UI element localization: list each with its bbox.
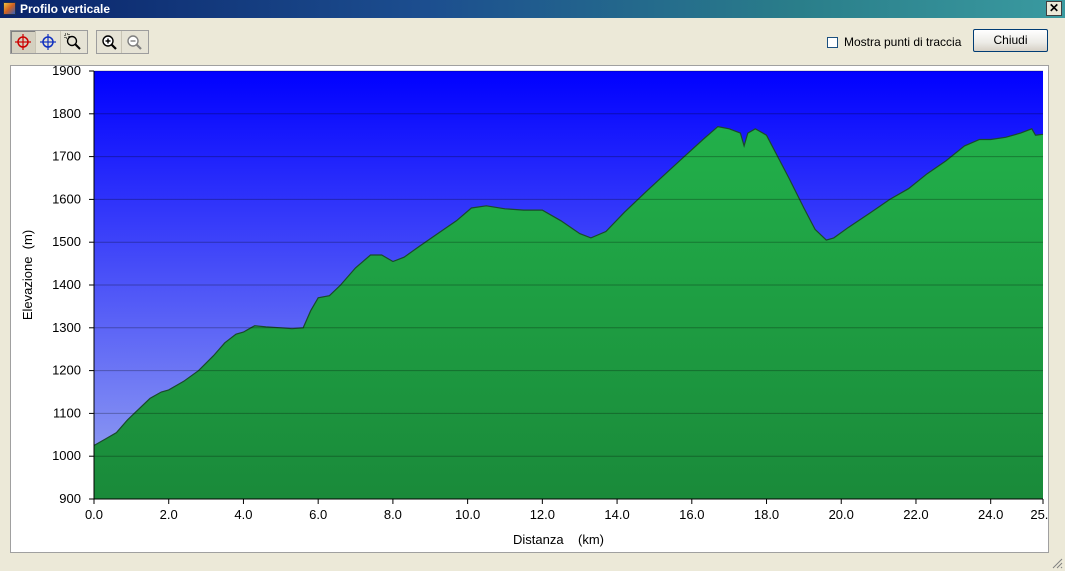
y-tick-label: 1100 <box>53 405 81 420</box>
elevation-line <box>93 125 1044 447</box>
resize-grip-icon[interactable] <box>1051 557 1063 569</box>
status-bar <box>0 555 1065 571</box>
show-track-points-label: Mostra punti di traccia <box>844 35 962 49</box>
elevation-profile-chart: 900 1000 1100 1200 1300 1400 1500 1600 1700 1800 1… <box>20 66 1048 547</box>
title-bar: Profilo verticale ✕ <box>0 0 1065 18</box>
crosshair-red-button[interactable] <box>11 31 36 53</box>
crosshair-blue-button[interactable] <box>36 31 61 53</box>
zoom-out-icon <box>127 35 142 50</box>
y-tick-label: 1400 <box>52 277 81 292</box>
x-tick-label: 24.0 <box>978 507 1003 522</box>
x-tick-label: 16.0 <box>679 507 704 522</box>
y-tick-label: 1200 <box>52 363 81 378</box>
y-tick-label: 900 <box>59 491 81 506</box>
x-tick-label: 10.0 <box>455 507 480 522</box>
zoom-out-button[interactable] <box>122 31 146 53</box>
x-tick-label: 18.0 <box>754 507 779 522</box>
show-track-points-checkbox[interactable] <box>827 36 838 48</box>
y-tick-label: 1800 <box>52 106 81 121</box>
zoom-region-icon <box>64 33 81 50</box>
zoom-in-button[interactable] <box>97 31 122 53</box>
x-tick-label: 25.4 <box>1030 507 1048 522</box>
y-axis-label: Elevazione (m) <box>20 230 35 320</box>
x-tick-label: 4.0 <box>234 507 252 522</box>
close-button[interactable]: Chiudi <box>973 29 1048 52</box>
zoom-in-icon <box>102 35 117 50</box>
crosshair-blue-icon <box>40 34 56 50</box>
elevation-chart-panel: 900 1000 1100 1200 1300 1400 1500 1600 1700 1800 1… <box>10 65 1049 553</box>
x-tick-label: 8.0 <box>384 507 402 522</box>
y-tick-label: 1500 <box>52 234 81 249</box>
window-title: Profilo verticale <box>20 2 111 16</box>
y-tick-label: 1900 <box>52 66 81 78</box>
y-tick-label: 1300 <box>52 320 81 335</box>
x-tick-label: 22.0 <box>903 507 928 522</box>
y-tick-label: 1600 <box>52 191 81 206</box>
tool-group-zoom <box>96 30 149 54</box>
y-tick-label: 1000 <box>52 448 81 463</box>
x-tick-label: 20.0 <box>829 507 854 522</box>
x-tick-label: 12.0 <box>530 507 555 522</box>
x-tick-label: 0.0 <box>85 507 103 522</box>
elevation-area <box>94 126 1043 499</box>
crosshair-red-icon <box>15 34 31 50</box>
y-tick-label: 1700 <box>52 149 81 164</box>
x-tick-label: 14.0 <box>604 507 629 522</box>
show-track-points-option[interactable]: Mostra punti di traccia <box>827 35 961 49</box>
x-axis-label: Distanza (km) <box>513 532 604 547</box>
toolbar: Mostra punti di traccia Chiudi <box>0 18 1065 64</box>
app-icon <box>3 2 16 15</box>
x-tick-label: 6.0 <box>309 507 327 522</box>
zoom-region-button[interactable] <box>61 31 85 53</box>
window-close-button[interactable]: ✕ <box>1046 1 1062 16</box>
x-tick-label: 2.0 <box>160 507 178 522</box>
tool-group-select <box>10 30 88 54</box>
